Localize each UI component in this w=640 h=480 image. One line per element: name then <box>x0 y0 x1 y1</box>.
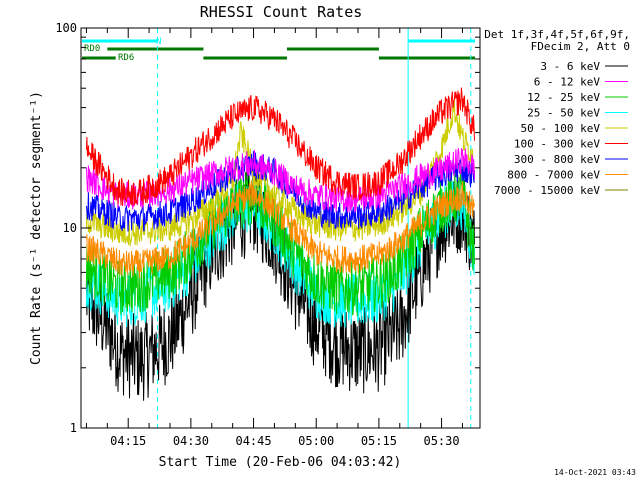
legend-label: 12 - 25 keV <box>527 91 600 104</box>
legend-label: 6 - 12 keV <box>534 76 601 89</box>
legend-label: 7000 - 15000 keV <box>494 184 600 197</box>
legend-label: 300 - 800 keV <box>514 153 600 166</box>
x-axis-label: Start Time (20-Feb-06 04:03:42) <box>159 455 402 470</box>
annotation-n: N <box>156 37 161 47</box>
legend: Det 1f,3f,4f,5f,6f,9f,FDecim 2, Att 0 3 -… <box>484 28 630 197</box>
annotation-rd6: RD6 <box>118 53 134 63</box>
y-tick-label: 10 <box>63 221 77 235</box>
timestamp: 14-Oct-2021 03:43 <box>554 468 636 477</box>
x-tick-label: 04:45 <box>235 434 271 448</box>
annotation-rd0: RD0 <box>84 44 100 54</box>
plot-area: RD0 RD6 N <box>82 28 475 428</box>
legend-label: 100 - 300 keV <box>514 138 600 151</box>
legend-label: 3 - 6 keV <box>540 60 600 73</box>
legend-label: 50 - 100 keV <box>521 122 601 135</box>
series-line-4 <box>85 97 475 247</box>
y-axis-label: Count Rate (s⁻¹ detector segment⁻¹) <box>29 91 44 365</box>
series-line-5 <box>85 87 475 206</box>
y-axis: 1 10 100 <box>55 21 480 435</box>
x-tick-label: 04:15 <box>110 434 146 448</box>
legend-label: 25 - 50 keV <box>527 107 600 120</box>
x-axis: 04:15 04:30 04:45 05:00 05:15 05:30 <box>85 28 463 448</box>
x-tick-label: 05:15 <box>361 434 397 448</box>
y-tick-label: 1 <box>70 421 77 435</box>
y-tick-label: 100 <box>55 21 77 35</box>
legend-header-line: FDecim 2, Att 0 <box>531 40 630 53</box>
chart-title: RHESSI Count Rates <box>200 3 363 21</box>
x-tick-label: 05:00 <box>298 434 334 448</box>
x-tick-label: 05:30 <box>423 434 459 448</box>
legend-label: 800 - 7000 keV <box>507 169 600 182</box>
x-tick-label: 04:30 <box>173 434 209 448</box>
legend-header-line: Det 1f,3f,4f,5f,6f,9f, <box>484 28 630 41</box>
series-line-1 <box>85 147 475 213</box>
